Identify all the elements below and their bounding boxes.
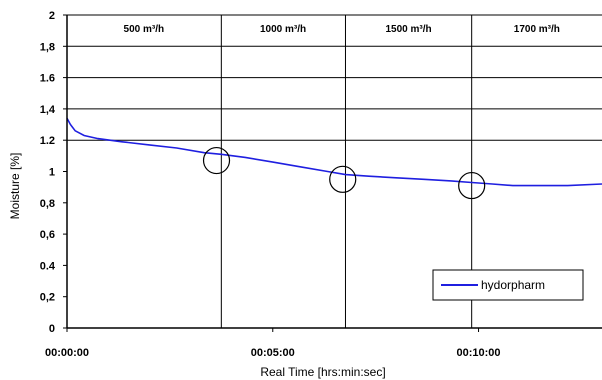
y-tick-labels: 0 0,2 0.4 0,6 0,8 1 1.2 1,4 1.6 1,8 2 — [40, 10, 56, 335]
x-tick-labels: 00:00:00 00:05:00 00:10:00 — [45, 347, 501, 359]
x-tick-label: 00:00:00 — [45, 347, 89, 359]
y-tick-label: 0.4 — [40, 260, 56, 272]
annotation-circles — [202, 146, 486, 200]
y-tick-label: 1,4 — [40, 104, 56, 116]
data-series — [66, 117, 602, 187]
y-tick-label: 2 — [49, 10, 55, 22]
annotation-circle — [458, 171, 486, 200]
axes — [63, 14, 602, 332]
y-tick-label: 1.2 — [40, 135, 55, 147]
legend-label: hydorpharm — [481, 278, 545, 292]
phase-labels: 500 m³/h 1000 m³/h 1500 m³/h 1700 m³/h — [124, 24, 560, 35]
y-axis-title: Moisture [%] — [8, 153, 22, 220]
y-tick-label: 0,8 — [40, 198, 55, 210]
phase-label: 1700 m³/h — [514, 24, 560, 35]
legend: hydorpharm — [432, 269, 584, 301]
phase-label: 1000 m³/h — [260, 24, 306, 35]
phase-label: 1500 m³/h — [386, 24, 432, 35]
annotation-circle — [202, 146, 231, 175]
y-tick-label: 1 — [49, 167, 55, 179]
annotation-circle — [329, 165, 357, 193]
y-tick-label: 1,8 — [40, 41, 55, 53]
phase-label: 500 m³/h — [124, 24, 165, 35]
gridlines — [67, 14, 602, 141]
x-axis-title: Real Time [hrs:min:sec] — [260, 365, 385, 379]
x-tick-label: 00:05:00 — [251, 347, 295, 359]
x-tick-label: 00:10:00 — [457, 347, 501, 359]
series-line — [66, 117, 602, 187]
y-tick-label: 0,2 — [40, 292, 55, 304]
y-tick-label: 0 — [49, 323, 55, 335]
y-tick-label: 0,6 — [40, 229, 55, 241]
y-tick-label: 1.6 — [40, 73, 55, 85]
